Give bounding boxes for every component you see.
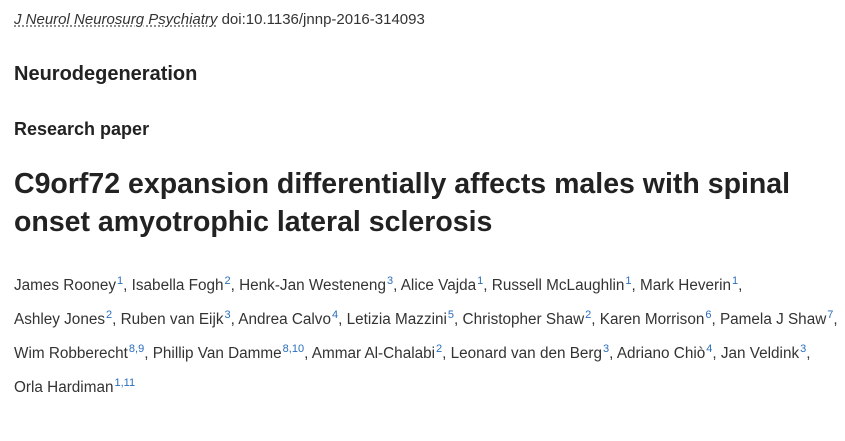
author: Orla Hardiman1,11 bbox=[14, 376, 136, 396]
article-type: Research paper bbox=[14, 119, 150, 139]
affiliation-link[interactable]: 3 bbox=[800, 342, 807, 355]
author: James Rooney1 bbox=[14, 274, 124, 294]
section-label: Neurodegeneration bbox=[14, 63, 198, 85]
author: Leonard van den Berg3 bbox=[450, 342, 610, 362]
author: Pamela J Shaw7 bbox=[719, 308, 834, 328]
author-name: Pamela J Shaw bbox=[719, 311, 827, 328]
doi-text: doi:10.1136/jnnp-2016-314093 bbox=[221, 11, 425, 28]
author-name: Wim Robberecht bbox=[14, 345, 128, 362]
author-name: Ashley Jones bbox=[14, 311, 105, 328]
affiliation-link[interactable]: 8,9 bbox=[128, 342, 145, 355]
affiliation-link[interactable]: 3 bbox=[386, 274, 394, 287]
author-name: Christopher Shaw bbox=[462, 311, 585, 328]
affiliation-link[interactable]: 3 bbox=[224, 308, 231, 321]
author-name: Ruben van Eijk bbox=[120, 311, 224, 328]
author: Christopher Shaw2 bbox=[462, 308, 592, 328]
author-name: Mark Heverin bbox=[640, 277, 731, 294]
author-name: Ammar Al-Chalabi bbox=[311, 345, 436, 362]
affiliation-link[interactable]: 1 bbox=[731, 274, 739, 287]
author: Isabella Fogh2 bbox=[131, 274, 231, 294]
author: Andrea Calvo4 bbox=[238, 308, 339, 328]
author-name: Andrea Calvo bbox=[238, 311, 331, 328]
author-name: Letizia Mazzini bbox=[346, 311, 447, 328]
author: Mark Heverin1 bbox=[640, 274, 739, 294]
author-name: James Rooney bbox=[14, 277, 117, 294]
author-name: Adriano Chiò bbox=[616, 345, 706, 362]
affiliation-link[interactable]: 1 bbox=[625, 274, 632, 287]
journal-link[interactable]: J Neurol Neurosurg Psychiatry bbox=[14, 11, 218, 28]
affiliation-link[interactable]: 8,10 bbox=[282, 342, 305, 355]
citation-line: J Neurol Neurosurg Psychiatry doi:10.113… bbox=[14, 11, 425, 28]
affiliation-link[interactable]: 2 bbox=[436, 342, 443, 355]
author: Karen Morrison6 bbox=[599, 308, 712, 328]
affiliation-link[interactable]: 2 bbox=[224, 274, 231, 287]
author-name: Phillip Van Damme bbox=[152, 345, 282, 362]
author-name: Isabella Fogh bbox=[131, 277, 224, 294]
affiliation-link[interactable]: 3 bbox=[603, 342, 610, 355]
author-name: Karen Morrison bbox=[599, 311, 705, 328]
affiliation-link[interactable]: 7 bbox=[827, 308, 834, 321]
author: Ruben van Eijk3 bbox=[120, 308, 231, 328]
author-list: James Rooney1, Isabella Fogh2, Henk-Jan … bbox=[14, 274, 838, 396]
author: Phillip Van Damme8,10 bbox=[152, 342, 305, 362]
author: Ammar Al-Chalabi2 bbox=[311, 342, 443, 362]
affiliation-link[interactable]: 1 bbox=[477, 274, 484, 287]
author: Ashley Jones2 bbox=[14, 308, 113, 328]
article-title: C9orf72 expansion differentially affects… bbox=[14, 168, 791, 238]
author-name: Jan Veldink bbox=[720, 345, 800, 362]
author: Jan Veldink3 bbox=[720, 342, 807, 362]
author-name: Orla Hardiman bbox=[14, 379, 114, 396]
author: Alice Vajda1 bbox=[400, 274, 484, 294]
author: Adriano Chiò4 bbox=[616, 342, 713, 362]
author-name: Alice Vajda bbox=[400, 277, 477, 294]
author-name: Russell McLaughlin bbox=[491, 277, 625, 294]
affiliation-link[interactable]: 2 bbox=[585, 308, 592, 321]
author-name: Henk-Jan Westeneng bbox=[239, 277, 386, 294]
author: Wim Robberecht8,9 bbox=[14, 342, 145, 362]
author: Henk-Jan Westeneng3 bbox=[239, 274, 394, 294]
affiliation-link[interactable]: 2 bbox=[105, 308, 113, 321]
affiliation-link[interactable]: 5 bbox=[447, 308, 455, 321]
affiliation-link[interactable]: 1,11 bbox=[114, 376, 136, 389]
author-name: Leonard van den Berg bbox=[450, 345, 603, 362]
author: Letizia Mazzini5 bbox=[346, 308, 455, 328]
affiliation-link[interactable]: 4 bbox=[331, 308, 339, 321]
affiliation-link[interactable]: 6 bbox=[705, 308, 712, 321]
affiliation-link[interactable]: 4 bbox=[706, 342, 713, 355]
affiliation-link[interactable]: 1 bbox=[117, 274, 124, 287]
author: Russell McLaughlin1 bbox=[491, 274, 632, 294]
